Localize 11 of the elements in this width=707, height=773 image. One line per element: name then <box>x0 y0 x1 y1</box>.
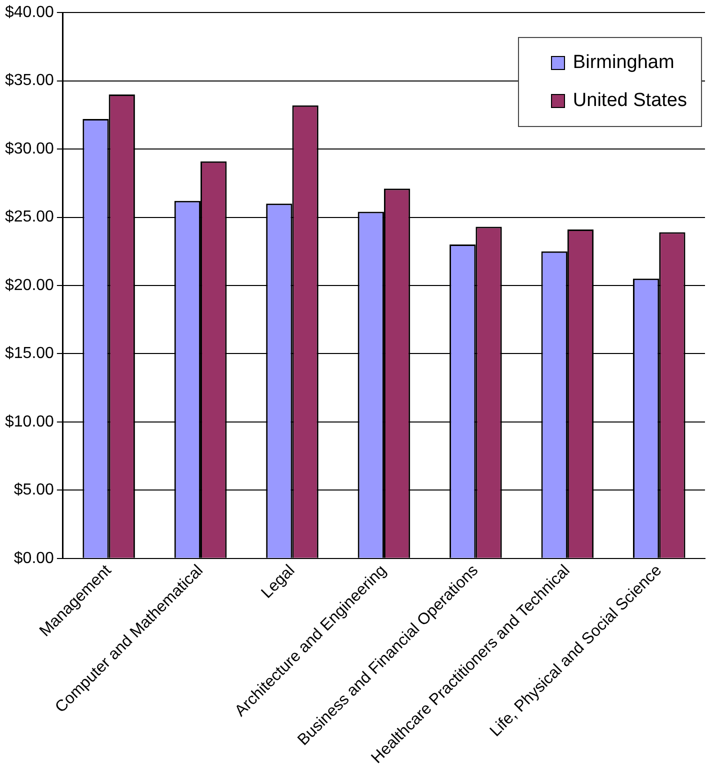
legend-label: Birmingham <box>572 51 674 75</box>
y-tick-label: $25.00 <box>5 208 54 226</box>
legend-label: United States <box>572 89 687 113</box>
y-tick-label: $15.00 <box>5 345 54 362</box>
y-tick-label: $10.00 <box>5 413 54 430</box>
y-tick-label: $0.00 <box>14 550 54 567</box>
y-tick-label: $5.00 <box>14 482 54 499</box>
y-tick-label: $20.00 <box>5 276 54 294</box>
y-tick-label: $40.00 <box>5 4 54 22</box>
y-tick-label: $35.00 <box>5 72 54 90</box>
y-tick-label: $30.00 <box>5 140 54 158</box>
